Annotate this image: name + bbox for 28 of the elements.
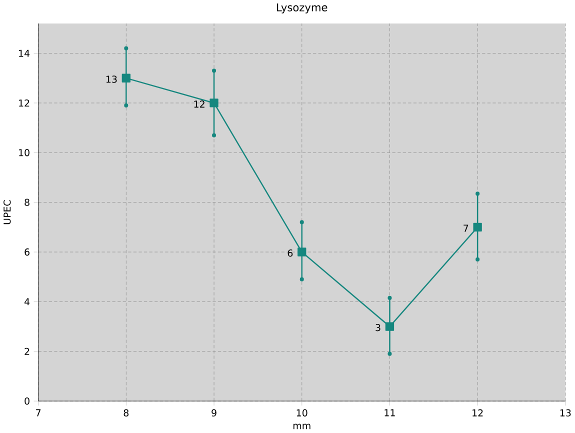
x-tick-label: 8 (124, 410, 129, 417)
point (210, 98, 218, 108)
x-tick-label: 13 (560, 410, 571, 417)
point (122, 74, 131, 83)
data-label: 13 (106, 76, 117, 83)
point (385, 322, 394, 332)
data-label: 12 (194, 100, 204, 108)
x-tick-label: 12 (472, 410, 483, 417)
data-label: 7 (464, 224, 468, 232)
y-tick-label: 0 (24, 398, 30, 405)
x-tick-label: 11 (384, 410, 395, 416)
x-tick-label: 10 (296, 410, 308, 417)
x-tick-label: 7 (36, 410, 41, 416)
y-tick-label: 4 (24, 298, 30, 306)
y-tick-label: 10 (19, 149, 30, 156)
y-tick-label: 8 (24, 198, 30, 206)
y-axis-title: UPEC (4, 200, 11, 224)
point (473, 223, 482, 232)
point (298, 248, 306, 257)
x-tick-label: 9 (212, 410, 216, 417)
y-tick-label: 2 (24, 348, 30, 356)
chart-title: Lysozyme (277, 4, 328, 14)
y-tick-label: 12 (19, 100, 30, 107)
y-tick-label: 6 (24, 248, 30, 256)
data-label: 3 (376, 324, 380, 332)
x-axis-title: mm (293, 424, 310, 430)
y-tick-label: 14 (19, 50, 30, 57)
data-label: 6 (288, 250, 293, 257)
